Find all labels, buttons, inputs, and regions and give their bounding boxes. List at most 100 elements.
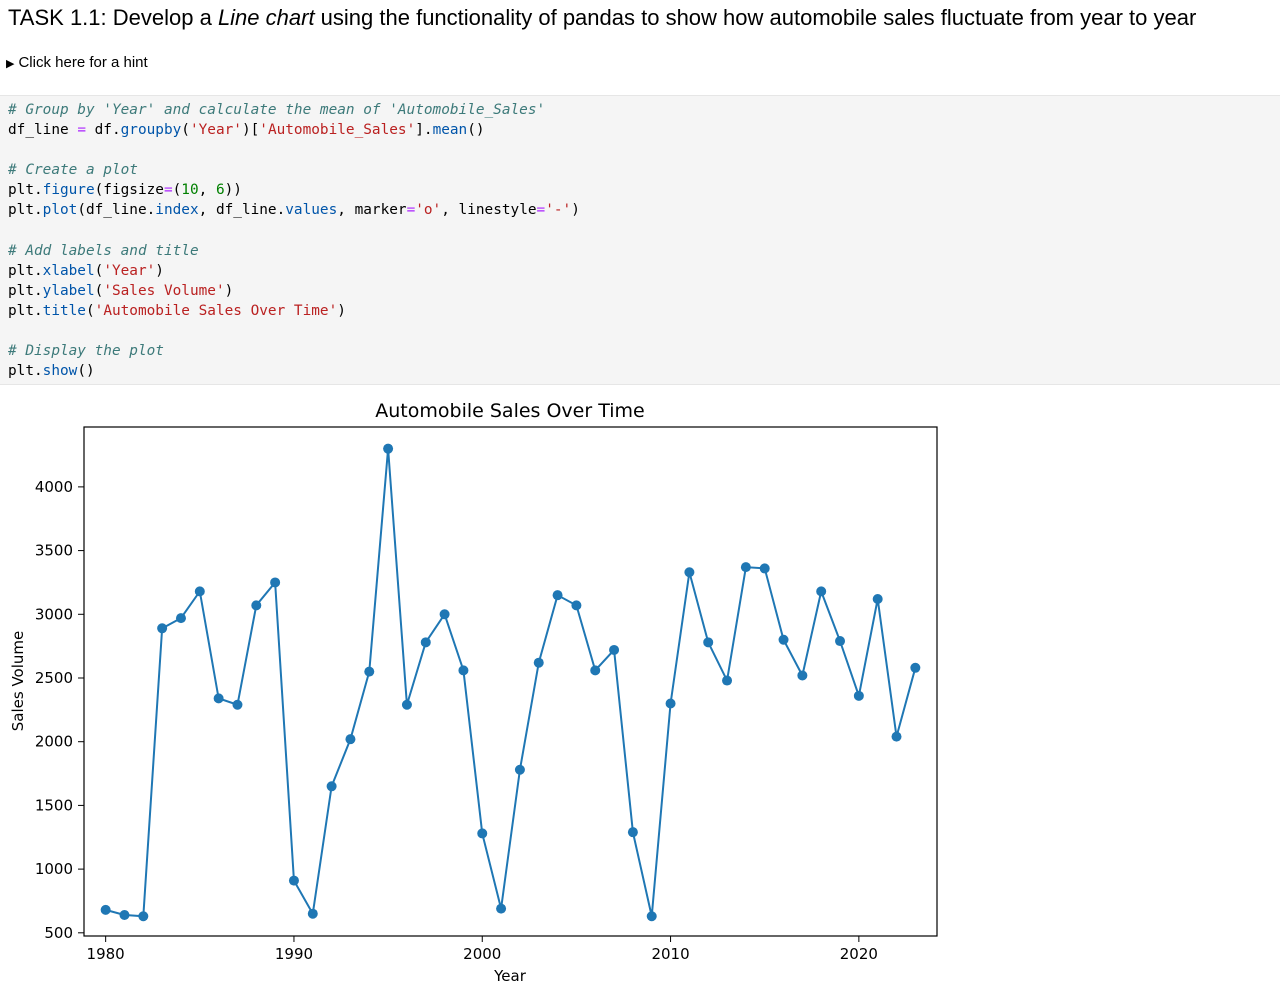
code-token: ()	[467, 122, 485, 139]
data-point	[401, 699, 412, 710]
data-point	[232, 699, 243, 710]
data-point	[722, 675, 733, 686]
data-point	[345, 734, 356, 745]
code-token: )	[155, 262, 164, 279]
y-tick-label: 4000	[35, 478, 73, 496]
data-point	[213, 693, 224, 704]
code-token: groupby	[120, 122, 182, 139]
line-chart: Automobile Sales Over Time 1980 1990 2000 2…	[9, 400, 938, 985]
task-heading-emphasis: Line chart	[217, 5, 315, 30]
code-token: xlabel	[42, 262, 95, 279]
chart-title: Automobile Sales Over Time	[375, 400, 644, 422]
data-point	[194, 586, 205, 597]
code-token: 'o'	[415, 202, 442, 219]
x-tick-label: 1990	[275, 945, 313, 963]
x-axis-label: Year	[493, 967, 527, 985]
data-point	[477, 828, 488, 839]
code-token: ,	[198, 182, 216, 199]
data-point	[891, 731, 902, 742]
y-tick-label: 500	[44, 924, 73, 942]
task-heading-suffix: using the functionality of pandas to sho…	[314, 5, 1197, 30]
code-token: index	[155, 202, 199, 219]
code-token: =	[406, 202, 416, 219]
data-point	[853, 690, 864, 701]
code-comment: # Create a plot	[8, 162, 138, 179]
code-token: , df_line.	[198, 202, 286, 219]
code-token: 'Year'	[103, 262, 156, 279]
code-token: )	[337, 302, 346, 319]
y-tick-label: 1500	[35, 796, 73, 814]
code-token: show	[42, 363, 78, 380]
code-token: ylabel	[42, 282, 95, 299]
code-token: 'Year'	[189, 122, 242, 139]
code-token: values	[285, 202, 338, 219]
hint-toggle[interactable]: ▶ Click here for a hint	[6, 53, 148, 74]
data-point	[251, 600, 262, 611]
data-point	[458, 665, 469, 676]
code-token: plt.	[8, 202, 43, 219]
data-point	[439, 609, 450, 620]
data-point	[514, 764, 525, 775]
data-point	[609, 644, 620, 655]
code-token: 'Automobile_Sales'	[259, 122, 416, 139]
code-token: )[	[241, 122, 260, 139]
code-token: plt.	[8, 262, 43, 279]
data-point	[326, 781, 337, 792]
code-token: (	[85, 302, 95, 319]
code-token: (df_line.	[77, 202, 156, 219]
code-token: ))	[224, 182, 242, 199]
code-token: =	[536, 202, 546, 219]
code-token: (figsize	[94, 182, 164, 199]
data-point	[835, 636, 846, 647]
code-token: )	[224, 282, 234, 299]
code-token: plt.	[8, 182, 43, 199]
data-point	[646, 911, 657, 922]
data-point	[552, 590, 563, 601]
code-token: , marker	[337, 202, 407, 219]
data-point	[496, 903, 507, 914]
code-comment: # Add labels and title	[8, 242, 199, 259]
data-point	[816, 586, 827, 597]
task-heading: TASK 1.1: Develop a Line chart using the…	[8, 4, 1196, 32]
y-tick-label: 2500	[35, 669, 73, 687]
code-token: 'Sales Volume'	[103, 282, 225, 299]
data-point	[627, 827, 638, 838]
x-tick-label: 2020	[840, 945, 878, 963]
code-comment: # Group by 'Year' and calculate the mean…	[8, 102, 546, 118]
hint-label: Click here for a hint	[18, 54, 148, 71]
plot-frame	[83, 426, 938, 937]
data-point	[571, 600, 582, 611]
chart-output: Automobile Sales Over Time 1980 1990 2000 2…	[0, 395, 960, 994]
code-token: mean	[432, 122, 468, 139]
data-point	[420, 637, 431, 648]
code-token: plt.	[8, 302, 43, 319]
data-point	[778, 634, 789, 645]
code-token: (	[94, 262, 104, 279]
data-point	[100, 904, 111, 915]
code-token: ()	[77, 363, 95, 380]
data-point	[307, 908, 318, 919]
y-axis-label: Sales Volume	[9, 631, 27, 731]
data-point	[364, 666, 375, 677]
data-point	[703, 637, 714, 648]
code-comment: # Display the plot	[8, 343, 164, 360]
code-token: figure	[42, 182, 95, 199]
x-tick-label: 1980	[87, 945, 125, 963]
y-tick-label: 1000	[35, 860, 73, 878]
code-editor[interactable]: # Group by 'Year' and calculate the mean…	[0, 96, 1280, 381]
code-token: 10	[181, 182, 199, 199]
code-token: (	[181, 122, 190, 139]
data-point	[590, 665, 601, 676]
disclosure-triangle-icon: ▶	[6, 58, 15, 70]
code-cell[interactable]: # Group by 'Year' and calculate the mean…	[0, 95, 1280, 385]
data-point	[684, 567, 695, 578]
data-point	[138, 911, 149, 922]
x-tick-label: 2010	[651, 945, 689, 963]
code-token: )	[571, 202, 580, 219]
code-token: title	[42, 302, 86, 319]
data-point	[910, 662, 921, 673]
task-heading-prefix: TASK 1.1: Develop a	[8, 5, 218, 30]
code-token: plt.	[8, 282, 43, 299]
data-point	[797, 670, 808, 681]
code-token: '-'	[545, 202, 572, 219]
